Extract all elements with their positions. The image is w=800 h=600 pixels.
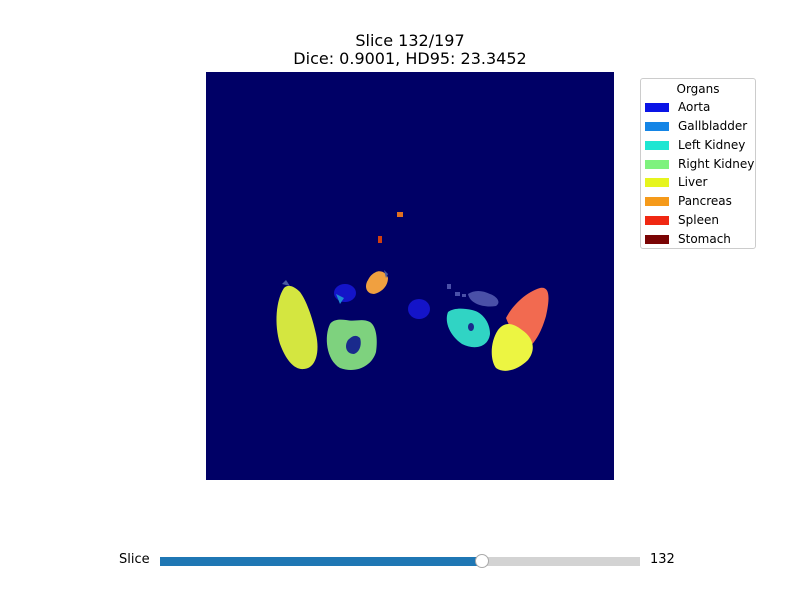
legend-swatch-aorta — [645, 103, 669, 112]
legend-label-left-kidney: Left Kidney — [678, 138, 746, 152]
right-kidney-hole — [346, 335, 361, 354]
spleen-fragment — [397, 212, 403, 217]
legend-swatch-right-kidney — [645, 160, 669, 169]
segmentation-view — [206, 72, 614, 480]
legend-title: Organs — [676, 82, 720, 96]
plot-title-metrics: Dice: 0.9001, HD95: 23.3452 — [293, 49, 527, 68]
legend-swatch-stomach — [645, 235, 669, 244]
slider-value: 132 — [650, 552, 675, 567]
legend-label-spleen: Spleen — [678, 213, 719, 227]
legend-swatch-spleen — [645, 216, 669, 225]
legend-label-gallbladder: Gallbladder — [678, 119, 748, 133]
legend-swatch-gallbladder — [645, 122, 669, 131]
liver-edge — [282, 280, 290, 286]
pancreas-edge — [384, 270, 388, 278]
stomach-bit-3 — [462, 294, 466, 297]
stomach-bit-1 — [447, 284, 451, 289]
plot-title-slice: Slice 132/197 — [355, 31, 465, 50]
stomach-region — [468, 291, 499, 307]
legend-label-stomach: Stomach — [678, 232, 731, 246]
liver-region-right — [491, 324, 533, 371]
liver-region — [276, 285, 318, 370]
pancreas-region — [366, 271, 388, 294]
legend-swatch-left-kidney — [645, 141, 669, 150]
left-kidney-hilum — [468, 323, 474, 331]
slice-slider-handle[interactable] — [474, 554, 489, 568]
aorta-region-left — [334, 284, 356, 302]
legend-label-liver: Liver — [678, 175, 708, 189]
slice-slider-fill — [160, 557, 482, 566]
stomach-bit-2 — [455, 292, 460, 296]
legend: Organs Aorta Gallbladder Left Kidney Rig… — [640, 78, 756, 249]
stomach-fragment — [378, 236, 382, 243]
gallbladder-region — [336, 294, 344, 304]
view-background — [206, 72, 614, 480]
legend-swatch-liver — [645, 178, 669, 187]
legend-swatch-pancreas — [645, 197, 669, 206]
legend-label-right-kidney: Right Kidney — [678, 157, 755, 171]
slider-label: Slice — [119, 552, 150, 567]
slice-slider-track[interactable] — [160, 557, 640, 566]
aorta-region — [408, 299, 430, 319]
legend-label-aorta: Aorta — [678, 100, 711, 114]
legend-label-pancreas: Pancreas — [678, 194, 732, 208]
